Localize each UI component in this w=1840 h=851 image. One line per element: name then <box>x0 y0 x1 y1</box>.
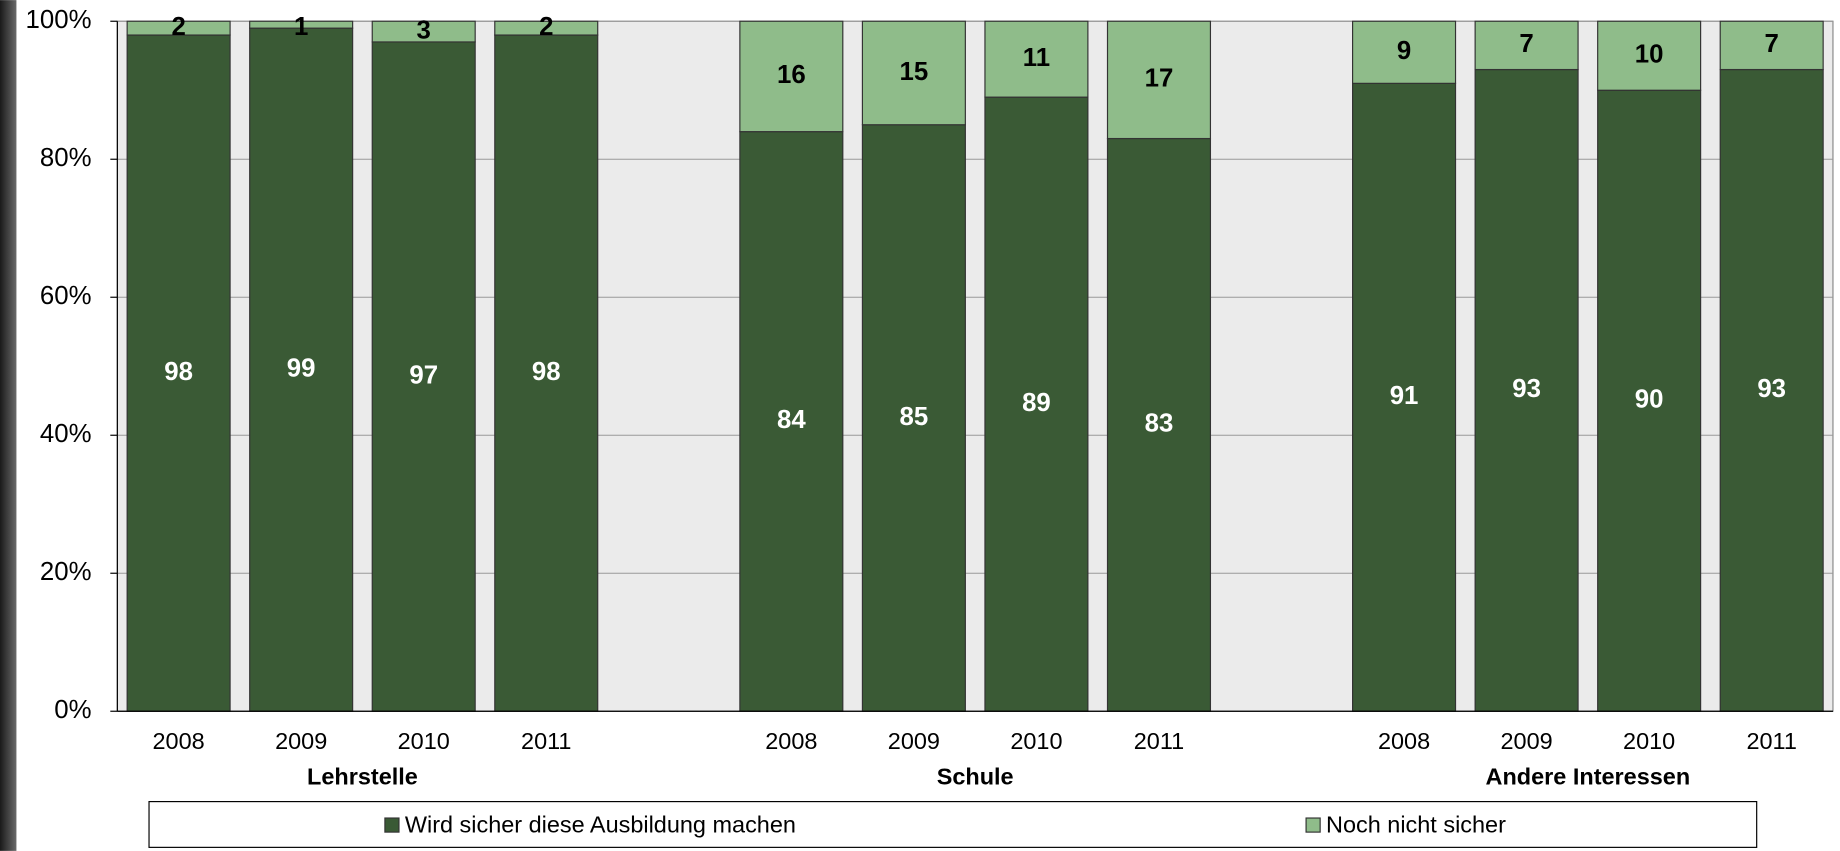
data-label: 16 <box>777 61 806 89</box>
data-label: 84 <box>777 406 806 434</box>
legend-label: Noch nicht sicher <box>1326 811 1506 837</box>
bar-segment <box>371 41 476 712</box>
bar-segment <box>126 34 231 712</box>
y-tick-label: 40% <box>40 420 92 448</box>
bar-segment <box>1597 20 1702 91</box>
data-label: 98 <box>164 358 193 386</box>
x-tick-label: 2011 <box>1746 728 1796 754</box>
data-label: 85 <box>900 403 929 431</box>
bar-segment <box>371 20 476 43</box>
bar-segment <box>126 20 231 36</box>
data-label: 3 <box>417 16 431 44</box>
legend <box>148 801 1758 848</box>
y-tick-label: 20% <box>40 558 92 586</box>
data-label: 1 <box>294 13 308 41</box>
data-label: 10 <box>1635 41 1664 69</box>
data-label: 93 <box>1757 375 1786 403</box>
legend-swatch <box>1305 817 1321 833</box>
data-label: 83 <box>1145 410 1174 438</box>
data-label: 98 <box>532 358 561 386</box>
legend-label: Wird sicher diese Ausbildung machen <box>405 811 796 837</box>
bar-segment <box>1719 20 1824 71</box>
group-label: Andere Interessen <box>1486 763 1691 789</box>
legend-swatch <box>384 817 400 833</box>
data-label: 97 <box>409 361 438 389</box>
bar-segment <box>984 96 1089 712</box>
bar-segment <box>1106 137 1212 712</box>
x-tick-label: 2008 <box>765 728 817 754</box>
bar-segment <box>861 124 966 712</box>
bar-segment <box>984 20 1089 98</box>
y-tick-label: 0% <box>54 696 91 724</box>
bar-segment <box>1597 89 1702 712</box>
data-label: 7 <box>1519 30 1533 58</box>
data-label: 99 <box>287 355 316 383</box>
data-label: 91 <box>1390 382 1419 410</box>
x-tick-label: 2009 <box>888 728 940 754</box>
data-label: 90 <box>1635 386 1664 414</box>
bar-segment <box>1474 68 1579 712</box>
x-tick-label: 2009 <box>275 728 327 754</box>
x-tick-label: 2010 <box>1010 728 1062 754</box>
bar-segment <box>1352 82 1457 712</box>
y-tick-label: 60% <box>40 282 92 310</box>
x-tick-label: 2010 <box>398 728 450 754</box>
background-photo-strip <box>0 0 17 851</box>
bar-segment <box>861 20 966 126</box>
data-label: 2 <box>539 13 553 41</box>
x-tick-label: 2011 <box>521 728 571 754</box>
y-tick-label: 80% <box>40 144 92 172</box>
bar-segment <box>739 131 844 712</box>
data-label: 7 <box>1765 30 1779 58</box>
data-label: 89 <box>1022 389 1051 417</box>
bar-segment <box>739 20 844 133</box>
x-tick-label: 2011 <box>1134 728 1184 754</box>
x-tick-label: 2008 <box>1378 728 1430 754</box>
bar-segment <box>249 20 354 29</box>
data-label: 93 <box>1512 375 1541 403</box>
x-tick-label: 2009 <box>1501 728 1553 754</box>
bar-segment <box>494 20 599 36</box>
data-label: 15 <box>900 58 929 86</box>
data-label: 9 <box>1397 37 1411 65</box>
bar-segment <box>1106 20 1212 140</box>
bar-segment <box>1474 20 1579 71</box>
group-label: Lehrstelle <box>307 763 418 789</box>
group-label: Schule <box>937 763 1014 789</box>
data-label: 2 <box>171 13 185 41</box>
bar-segment <box>1352 20 1457 84</box>
x-tick-label: 2008 <box>153 728 205 754</box>
data-label: 11 <box>1023 44 1050 72</box>
bar-segment <box>494 34 599 712</box>
x-tick-label: 2010 <box>1623 728 1675 754</box>
y-tick-label: 100% <box>26 6 92 34</box>
data-label: 17 <box>1145 65 1174 93</box>
